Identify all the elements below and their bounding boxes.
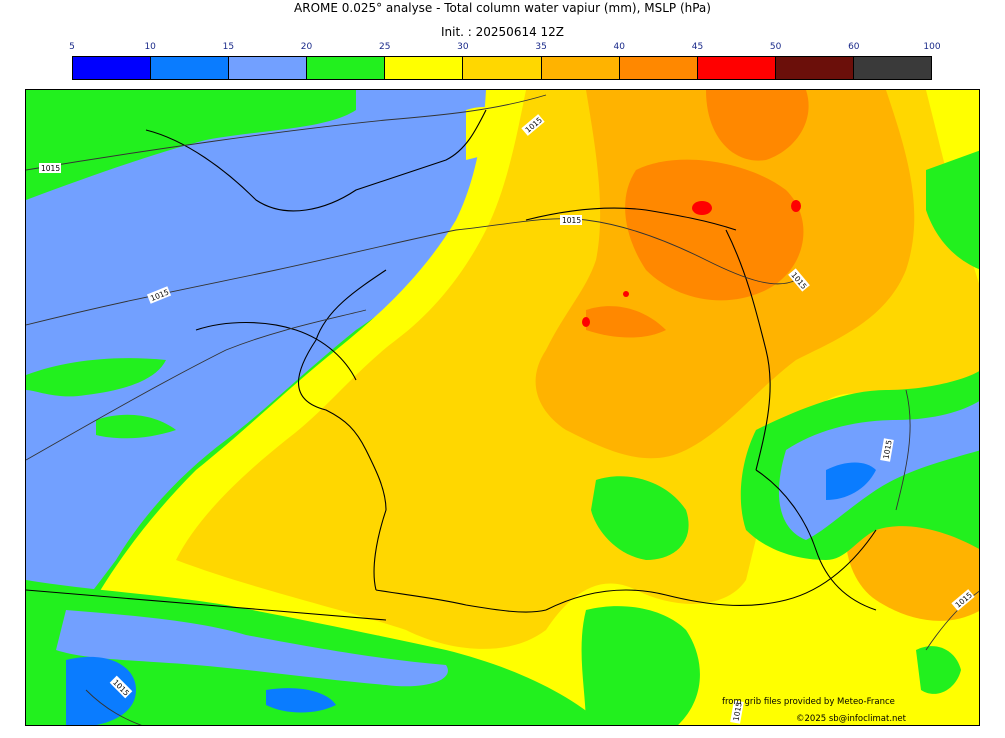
credit-data-source: from grib files provided by Meteo-France xyxy=(722,697,895,707)
water-vapour-map: 1015 1015 1015 1015 1015 1015 1015 1015 … xyxy=(26,90,979,725)
isobar-label: 1015 xyxy=(881,439,893,460)
colorbar-segment xyxy=(697,57,776,79)
map-title: AROME 0.025° analyse - Total column wate… xyxy=(294,1,711,15)
coastline-france-west xyxy=(298,269,387,591)
colorbar-segment xyxy=(541,57,620,79)
isobar-label: 1015 xyxy=(41,164,60,173)
colorbar-segment xyxy=(307,57,386,79)
coastline-spain-north xyxy=(26,589,387,621)
border-italy xyxy=(755,469,877,611)
tcwv-15-20-ocean xyxy=(26,90,490,660)
colorbar-segment xyxy=(73,57,152,79)
colorbar-segment xyxy=(619,57,698,79)
coastline-mediterranean xyxy=(545,529,877,611)
colorbar-tick-label: 45 xyxy=(691,42,704,52)
map-area: 1015 1015 1015 1015 1015 1015 1015 1015 … xyxy=(25,89,980,726)
border-germany xyxy=(725,229,771,471)
colorbar xyxy=(72,56,932,80)
init-time: Init. : 20250614 12Z xyxy=(440,25,565,39)
isobar-label: 1015 xyxy=(731,701,743,722)
colorbar-tick-label: 25 xyxy=(378,42,391,52)
colorbar-segment xyxy=(229,57,308,79)
coastline-england xyxy=(145,109,487,212)
colorbar-tick-label: 20 xyxy=(300,42,313,52)
colorbar-tick-label: 10 xyxy=(144,42,156,52)
colorbar-segment xyxy=(775,57,854,79)
colorbar-tick-label: 35 xyxy=(535,42,547,52)
isobar-1015 xyxy=(26,218,797,326)
colorbar-segment xyxy=(463,57,542,79)
isobar-label: 1015 xyxy=(562,216,581,225)
colorbar-tick-label: 60 xyxy=(848,42,860,52)
colorbar-tick-label: 100 xyxy=(923,42,941,52)
isobar-north xyxy=(26,94,547,171)
colorbar-tick-label: 40 xyxy=(613,42,625,52)
tcwv-40-45 xyxy=(625,159,804,301)
alps-blue xyxy=(779,401,979,540)
border-belgium xyxy=(525,207,737,231)
tcwv-45-50 xyxy=(692,201,712,215)
credit-copyright: ©2025 sb@infoclimat.net xyxy=(796,714,906,724)
colorbar-tick-label: 50 xyxy=(769,42,782,52)
colorbar-segment xyxy=(385,57,464,79)
pyrenees-blue xyxy=(56,610,448,687)
colorbar-tick-label: 30 xyxy=(457,42,469,52)
colorbar-segment xyxy=(853,57,932,79)
massif-central-green xyxy=(591,476,689,560)
colorbar-tick-label: 5 xyxy=(69,42,75,52)
colorbar-tick-label: 15 xyxy=(222,42,235,52)
coastline-brittany xyxy=(195,322,357,381)
colorbar-segment xyxy=(151,57,230,79)
